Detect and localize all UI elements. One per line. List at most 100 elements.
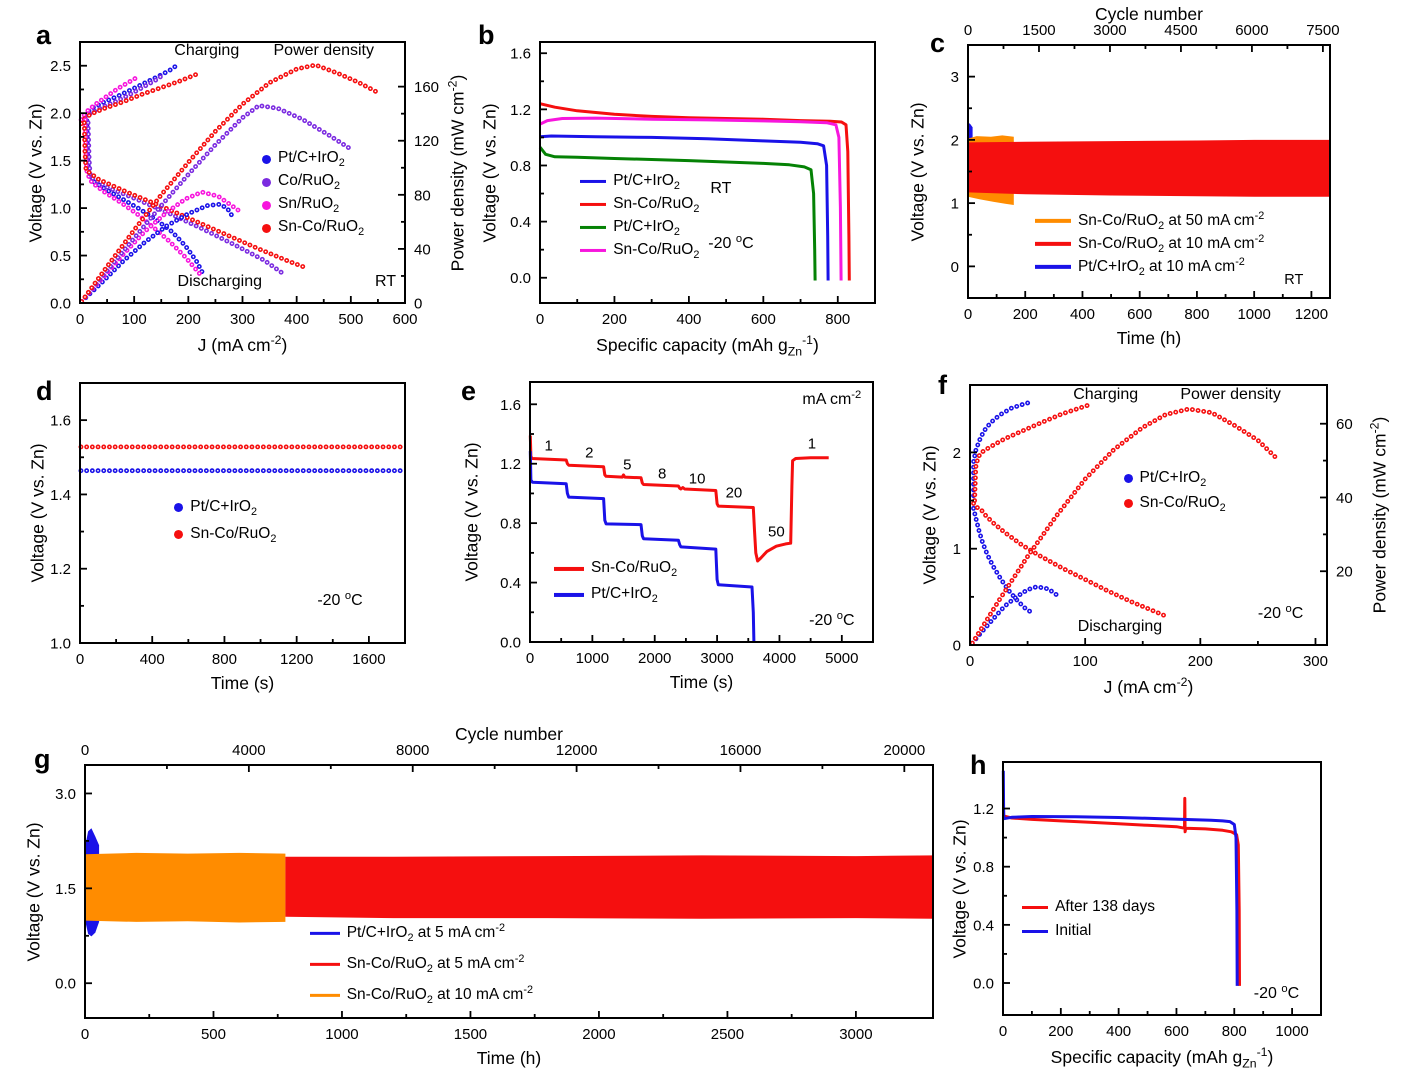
legend-label: Pt/C+IrO2 [278, 149, 345, 170]
legend-item-f-1: Sn-Co/RuO2 [1123, 494, 1226, 514]
series-pt-c-iro2-discharging-marker-core [972, 507, 1035, 614]
series-co-ruo2-discharging-marker-core [87, 121, 284, 275]
legend-label: Sn-Co/RuO2 at 5 mA cm-2 [346, 953, 525, 976]
dot-legend-marker [262, 177, 271, 187]
legend-label: Pt/C+IrO2 at 5 mA cm-2 [346, 922, 505, 945]
legend-label: Pt/C+IrO2 [613, 217, 680, 238]
tick-label: 20000 [883, 742, 925, 759]
tick-label: 5000 [825, 650, 858, 667]
tick-label: 2.5 [50, 58, 71, 75]
tick-label: 160 [414, 79, 439, 96]
y-axis-label-h: Voltage (V vs. Zn) [949, 818, 970, 959]
tick-label: 6000 [1235, 22, 1268, 39]
panel-letter-e: e [461, 376, 477, 406]
panel-a-plot: 0 100 200 300 400 500 600 0.0 0.5 1.0 1.5 2.0 2.5 0 40… [50, 41, 439, 328]
tick-label: 0.8 [510, 158, 531, 175]
annotation-d-0: -20 oC [317, 589, 363, 610]
x-axis-label-h: Specific capacity (mAh gZn-1) [1050, 1045, 1274, 1071]
tick-label: 0 [951, 259, 959, 276]
tick-label: 2000 [582, 1026, 615, 1043]
tick-label: 200 [1048, 1023, 1073, 1040]
series-co-ruo2-power [79, 103, 355, 304]
tick-label: 0.8 [973, 859, 994, 876]
dot-legend-marker [1123, 499, 1133, 509]
series-pt-c-iro2-rate-steps [528, 451, 756, 643]
tick-label: 0 [966, 653, 974, 670]
line-legend-marker [1034, 219, 1071, 223]
legend-item-g-2: Sn-Co/RuO2 at 10 mA cm-2 [309, 984, 533, 1006]
tick-label: 400 [1070, 306, 1095, 323]
tick-label: 0 [999, 1023, 1007, 1040]
series-sn-co-ruo2-rate-steps [528, 435, 829, 563]
tick-label: 3 [951, 69, 959, 86]
tick-label: 1.0 [50, 636, 71, 653]
legend-label: Sn-Co/RuO2 [613, 240, 700, 261]
tick-label: 20 [1336, 564, 1353, 581]
dot-legend-marker [262, 223, 271, 233]
tick-label: 0.0 [500, 635, 521, 652]
panel-c: 0 200 400 600 800 1000 1200 0 1 2 3 0 1500 3000 4500 60… [900, 0, 1408, 366]
tick-label: 1.5 [50, 153, 71, 170]
series-sn-co-ruo2-rt [539, 102, 851, 281]
tick-label: 1.2 [973, 801, 994, 818]
annotation-f-0: Charging [1073, 386, 1139, 404]
tick-label: 0 [76, 651, 84, 668]
tick-label: 3000 [839, 1026, 872, 1043]
tick-label: 800 [825, 311, 850, 328]
legend-label: Sn-Co/RuO2 [190, 524, 277, 545]
series-sn-co-ruo2-discharging-marker-core [972, 502, 1167, 617]
tick-label: 0 [964, 306, 972, 323]
x2-axis-label-g: Cycle number [455, 724, 563, 744]
tick-label: 16000 [720, 742, 762, 759]
tick-label: 0.0 [510, 270, 531, 287]
annotation-f-3: -20 oC [1257, 602, 1304, 622]
tick-label: 200 [176, 311, 201, 328]
tick-label: 800 [212, 651, 237, 668]
annotation-e-0: mA cm-2 [802, 388, 862, 409]
series-pt-c-iro2-power [969, 584, 1063, 646]
legend-label: Sn-Co/RuO2 [591, 559, 678, 580]
panel-b-plot: 0 200 400 600 800 0.0 0.4 0.8 1.2 1.6 [510, 41, 876, 328]
legend-item-d-0: Pt/C+IrO2 [174, 498, 257, 518]
panel-letter-b: b [478, 20, 495, 50]
tick-label: 400 [1106, 1023, 1131, 1040]
annotation-a-3: RT [374, 273, 397, 291]
legend-label: Pt/C+IrO2 at 10 mA cm-2 [1077, 255, 1245, 278]
line-legend-marker [1022, 905, 1049, 910]
tick-label: 0 [414, 296, 422, 313]
legend-item-b-3: Sn-Co/RuO2 [580, 241, 699, 261]
series-pt-c-iro2-charging [971, 399, 1033, 499]
annotation-a-2: Discharging [177, 273, 262, 291]
annotation-e-2: 1 [544, 437, 553, 455]
tick-label: 2 [951, 132, 959, 149]
panel-b: 0 200 400 600 800 0.0 0.4 0.8 1.2 1.6 Specific cap… [462, 10, 898, 362]
series-co-ruo2-charging-marker-core [80, 73, 165, 123]
tick-label: 0.0 [50, 296, 71, 313]
legend-label: Sn-Co/RuO2 [278, 218, 365, 239]
line-legend-marker [580, 179, 607, 184]
legend-item-a-3: Sn-Co/RuO2 [262, 218, 364, 238]
series-after-138-days [1002, 796, 1241, 986]
x-axis-label-e: Time (s) [669, 672, 734, 692]
panel-letter-h: h [970, 750, 987, 780]
line-legend-marker [580, 202, 607, 207]
legend-item-h-1: Initial [1022, 922, 1091, 940]
panel-f-plot: 0 100 200 300 0 1 2 20 40 60 [953, 384, 1353, 670]
line-legend-marker [309, 962, 340, 966]
legend-item-g-0: Pt/C+IrO2 at 5 mA cm-2 [309, 922, 505, 945]
tick-label: 7500 [1306, 22, 1339, 39]
plot-frame-h [1002, 761, 1322, 1016]
annotation-e-7: 20 [725, 484, 743, 502]
tick-label: 600 [1164, 1023, 1189, 1040]
series-sn-ruo2-discharging [83, 117, 203, 277]
line-legend-marker [554, 593, 584, 597]
tick-label: 1600 [352, 651, 385, 668]
legend-item-g-1: Sn-Co/RuO2 at 5 mA cm-2 [309, 953, 525, 976]
series-pt-c-iro2-power-marker-core [80, 203, 235, 303]
line-legend-marker [1034, 242, 1071, 246]
tick-label: 1.2 [510, 102, 531, 119]
tick-label: 1000 [576, 650, 609, 667]
tick-label: 0.4 [510, 214, 531, 231]
series-sn-co-ruo2-power-marker-core [971, 408, 1276, 644]
tick-label: 4000 [232, 742, 265, 759]
